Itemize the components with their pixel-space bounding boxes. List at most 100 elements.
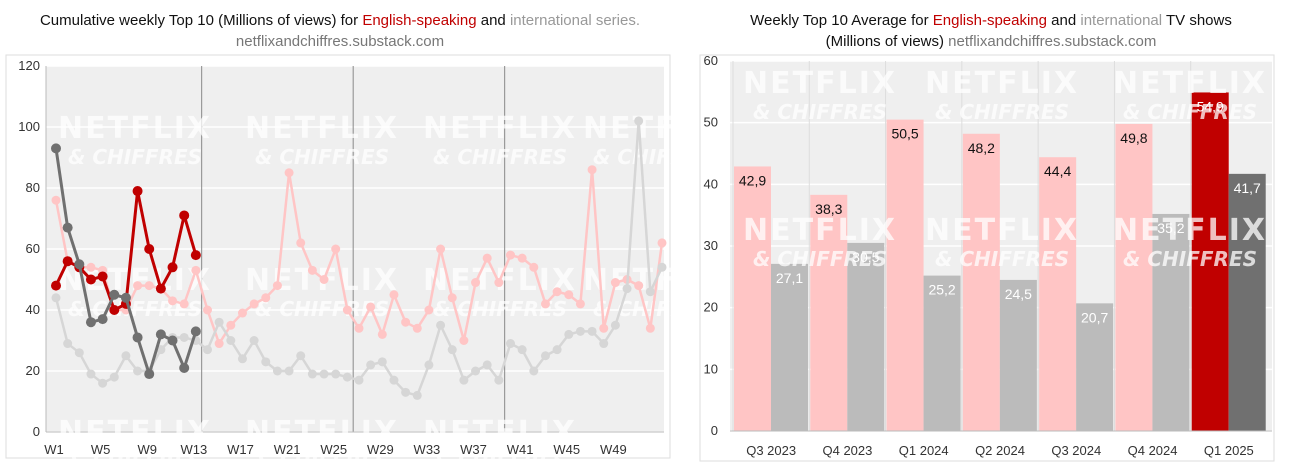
left-series-point-1: [552, 345, 562, 355]
left-series-point-1: [634, 116, 644, 126]
left-series-point-0: [284, 168, 294, 178]
left-series-point-0: [168, 296, 178, 306]
left-chart-title-line1: Cumulative weekly Top 10 (Millions of vi…: [0, 10, 680, 31]
left-series-point-3: [74, 259, 85, 270]
left-series-point-0: [342, 305, 352, 315]
right-bar-chart: 0 10 20 30 40 50 60 42,9 27,1 Q3 2023 38,3 30,5 Q4 2…: [699, 53, 1275, 462]
left-series-point-0: [540, 299, 550, 309]
left-ytick-label: 40: [26, 302, 40, 317]
left-series-point-1: [610, 320, 620, 330]
right-ytick-label: 40: [704, 176, 718, 191]
left-series-point-0: [424, 305, 434, 315]
left-series-point-2: [190, 250, 201, 261]
left-series-point-0: [634, 281, 644, 291]
left-title-international: international series.: [509, 12, 641, 29]
left-series-point-1: [272, 366, 282, 376]
left-series-point-0: [237, 308, 247, 318]
right-chart-title-line1: Weekly Top 10 Average for English-speaki…: [690, 10, 1292, 31]
left-series-point-0: [133, 281, 143, 291]
watermark-chiffres-3: & CHIFFRES: [753, 247, 887, 271]
left-series-point-0: [610, 278, 620, 288]
left-series-point-0: [203, 305, 212, 315]
watermark-chiffres-9: & CHIFFRES: [255, 449, 389, 471]
left-series-point-0: [587, 165, 597, 175]
left-series-point-3: [179, 362, 190, 373]
left-series-point-1: [214, 317, 224, 327]
left-series-point-2: [97, 271, 108, 282]
left-series-point-2: [155, 283, 166, 294]
left-ytick-label: 80: [26, 180, 40, 195]
left-series-point-0: [261, 293, 271, 303]
left-series-point-1: [494, 375, 504, 385]
left-series-point-1: [377, 357, 387, 367]
left-series-point-0: [401, 317, 411, 327]
left-series-point-1: [249, 336, 259, 345]
left-chart-panel: Cumulative weekly Top 10 (Millions of vi…: [0, 10, 680, 471]
right-bar-international: [1152, 213, 1190, 431]
left-series-point-1: [156, 345, 166, 355]
left-series-point-1: [74, 348, 84, 358]
right-bar-value-label: 20,7: [1081, 309, 1108, 325]
left-series-point-0: [657, 238, 667, 248]
left-series-point-0: [389, 290, 399, 300]
left-series-point-1: [86, 369, 96, 379]
left-series-point-3: [190, 326, 201, 337]
watermark-chiffres-10: & CHIFFRES: [433, 449, 567, 471]
left-xtick-label: W49: [600, 442, 627, 457]
watermark-netflix-2: NETFLIX: [423, 111, 577, 146]
left-series-point-2: [85, 274, 96, 285]
right-xtick-label: Q1 2024: [899, 443, 949, 458]
right-chart-title-line2: (Millions of views) netflixandchiffres.s…: [690, 31, 1292, 52]
left-series-point-1: [203, 345, 212, 355]
left-series-point-1: [366, 360, 376, 370]
left-series-point-1: [284, 366, 294, 376]
right-bar-value-label: 49,8: [1120, 130, 1147, 146]
right-ytick-label: 0: [711, 423, 718, 438]
right-title-and: and: [1047, 12, 1081, 29]
left-series-point-1: [296, 351, 306, 361]
left-series-point-1: [540, 351, 550, 361]
left-series-point-1: [424, 360, 434, 370]
watermark-chiffres-0: & CHIFFRES: [753, 100, 887, 124]
watermark-netflix-5: NETFLIX: [1113, 213, 1267, 248]
left-series-point-1: [109, 372, 119, 382]
watermark-netflix-9: NETFLIX: [245, 415, 399, 450]
left-series-point-1: [121, 351, 131, 361]
left-series-point-2: [109, 305, 120, 315]
watermark-chiffres-2: & CHIFFRES: [433, 145, 567, 169]
left-xtick-label: W45: [553, 442, 580, 457]
left-series-point-0: [506, 250, 515, 260]
right-bar-english: [1115, 123, 1153, 432]
left-series-point-0: [447, 293, 457, 303]
left-ytick-label: 0: [33, 424, 40, 439]
left-series-point-1: [564, 329, 574, 339]
left-series-point-3: [51, 143, 61, 154]
right-xtick-label: Q2 2024: [975, 443, 1025, 458]
right-bar-value-label: 50,5: [891, 126, 918, 142]
left-title-and: and: [476, 12, 510, 29]
left-series-point-0: [249, 299, 259, 309]
right-title-views: (Millions of views): [825, 33, 945, 50]
right-bar-value-label: 30,5: [852, 249, 879, 265]
left-series-point-1: [587, 326, 597, 336]
left-series-point-0: [599, 323, 609, 333]
right-bar-english: [734, 166, 771, 431]
left-series-point-1: [226, 336, 236, 345]
right-chart-panel: Weekly Top 10 Average for English-speaki…: [690, 0, 1292, 471]
right-bar-english: [886, 119, 924, 431]
right-ytick-label: 30: [704, 238, 718, 253]
watermark-chiffres-5: & CHIFFRES: [1123, 247, 1257, 271]
right-plot-frame: [699, 54, 1275, 462]
right-bar-value-label: 25,2: [928, 282, 955, 298]
left-series-point-0: [214, 339, 224, 349]
watermark-netflix-8: NETFLIX: [58, 415, 212, 450]
left-series-point-3: [132, 332, 143, 343]
left-series-point-0: [51, 195, 61, 205]
left-xtick-label: W1: [44, 442, 64, 457]
right-bar-english: [962, 133, 1000, 431]
left-series-point-1: [459, 375, 469, 385]
left-series-point-3: [155, 329, 166, 340]
left-ytick-label: 120: [18, 58, 40, 73]
right-title-suffix: TV shows: [1162, 12, 1232, 29]
